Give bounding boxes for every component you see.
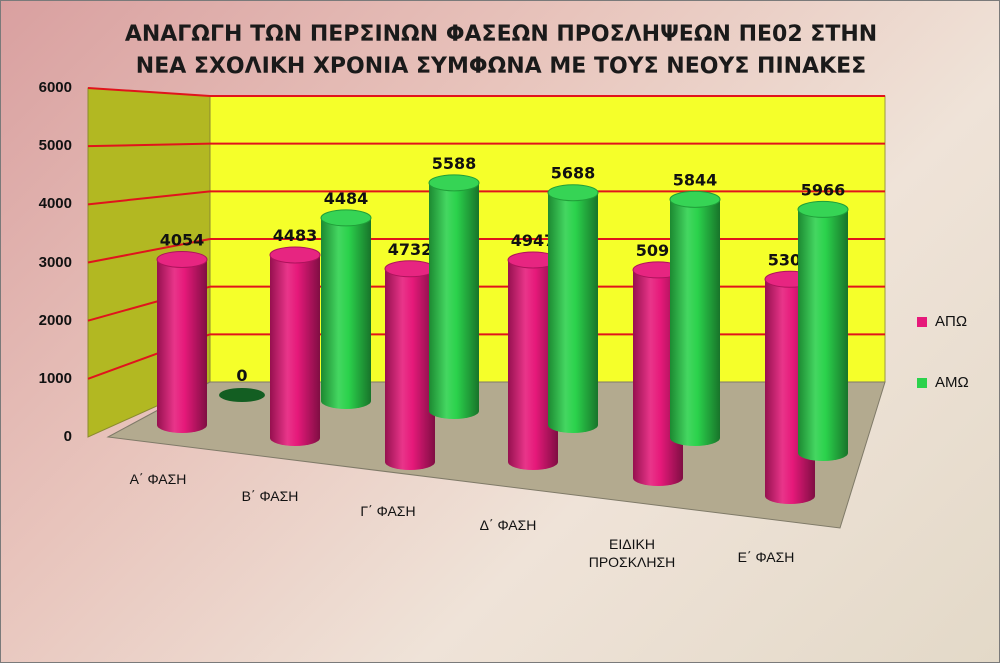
legend-label-amo: ΑΜΩ: [935, 374, 969, 391]
bar: [429, 182, 479, 419]
bar: [798, 209, 848, 461]
bar: [321, 217, 371, 409]
bar-top: [384, 260, 436, 278]
x-tick-label-line: ΠΡΟΣΚΛΗΣΗ: [588, 554, 676, 570]
legend-swatch-apo: [917, 317, 927, 328]
x-tick-label: Ε΄ ΦΑΣΗ: [706, 548, 826, 566]
x-tick-label: ΕΙΔΙΚΗ ΠΡΟΣΚΛΗΣΗ: [572, 535, 692, 571]
x-tick-label: Β΄ ΦΑΣΗ: [210, 487, 330, 505]
x-tick-label: Δ΄ ΦΑΣΗ: [448, 516, 568, 534]
y-tick-label: 3000: [38, 253, 72, 271]
data-label: 5588: [432, 154, 477, 173]
bar-top: [156, 250, 208, 268]
x-tick-label-line: Γ΄ ΦΑΣΗ: [360, 503, 416, 519]
legend-item-apo: ΑΠΩ: [917, 313, 967, 330]
data-label: 5688: [551, 164, 596, 183]
x-tick-label: Γ΄ ΦΑΣΗ: [328, 502, 448, 520]
chart-title-line-2: ΝΕΑ ΣΧΟΛΙΚΗ ΧΡΟΝΙΑ ΣΥΜΦΩΝΑ ΜΕ ΤΟΥΣ ΝΕΟΥΣ…: [135, 54, 867, 79]
bar-top: [669, 190, 721, 208]
data-label: 4732: [388, 240, 433, 259]
chart-title: ΑΝΑΓΩΓΗ ΤΩΝ ΠΕΡΣΙΝΩΝ ΦΑΣΕΩΝ ΠΡΟΣΛΗΨΕΩΝ Π…: [1, 19, 1000, 83]
bar-top: [428, 174, 480, 192]
data-label: 4484: [324, 189, 369, 208]
gridline-side: [87, 238, 211, 264]
bar: [385, 268, 435, 470]
bar: [670, 199, 720, 446]
data-label: 4483: [273, 226, 318, 245]
x-tick-label-line: Ε΄ ΦΑΣΗ: [737, 549, 795, 565]
data-label: 4947: [511, 231, 556, 250]
bar: [157, 259, 207, 433]
x-tick-label-line: ΕΙΔΙΚΗ: [609, 536, 655, 552]
gridline-side: [87, 190, 211, 206]
chart-title-line-1: ΑΝΑΓΩΓΗ ΤΩΝ ΠΕΡΣΙΝΩΝ ΦΑΣΕΩΝ ΠΡΟΣΛΗΨΕΩΝ Π…: [124, 22, 878, 47]
data-label: 4054: [160, 230, 205, 249]
data-label: 5966: [801, 180, 846, 199]
y-tick-label: 5000: [38, 137, 72, 155]
x-tick-label-line: Δ΄ ΦΑΣΗ: [479, 517, 537, 533]
data-label: 0: [236, 366, 247, 385]
y-tick-label: 0: [63, 428, 72, 445]
bar-top: [320, 209, 372, 227]
bar-empty: [219, 388, 265, 402]
gridline-side: [87, 87, 211, 97]
gridline-side: [87, 142, 211, 148]
y-tick-label: 1000: [38, 369, 72, 387]
legend-item-amo: ΑΜΩ: [917, 374, 969, 391]
bar: [548, 192, 598, 433]
x-tick-label: Α΄ ΦΑΣΗ: [98, 470, 218, 488]
y-tick-label: 2000: [38, 311, 72, 329]
bar-top: [269, 246, 321, 264]
legend-swatch-amo: [917, 378, 927, 389]
x-tick-label-line: Α΄ ΦΑΣΗ: [129, 471, 187, 487]
data-label: 5844: [673, 170, 718, 189]
y-tick-label: 6000: [38, 79, 72, 96]
bar-top: [797, 200, 849, 218]
bar: [270, 254, 320, 446]
y-tick-label: 4000: [38, 195, 72, 213]
bar-top: [547, 184, 599, 202]
data-label: 5096: [636, 241, 681, 260]
legend-label-apo: ΑΠΩ: [935, 313, 968, 330]
x-tick-label-line: Β΄ ΦΑΣΗ: [241, 488, 299, 504]
bar: [508, 259, 558, 470]
